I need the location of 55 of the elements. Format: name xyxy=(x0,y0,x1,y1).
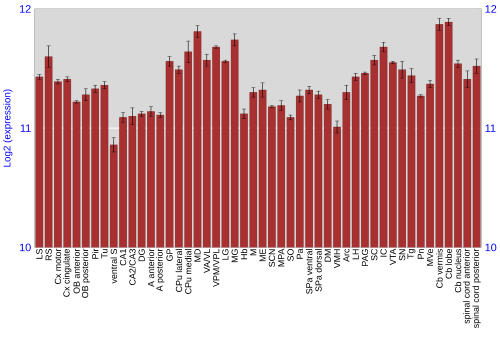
x-tick-label: MVe xyxy=(426,248,434,266)
x-tick-label: Arc xyxy=(343,248,350,262)
x-tick-label: Hb xyxy=(240,248,248,260)
y2-tick-label: 12 xyxy=(486,5,496,13)
y-tick-label: 12 xyxy=(20,5,31,13)
x-tick-label: LG xyxy=(222,249,229,260)
x-tick-label: MPA xyxy=(278,248,284,266)
x-tick-label: Tu xyxy=(101,249,108,258)
x-tick-label: Cx motor xyxy=(54,248,62,284)
x-tick-label: LS xyxy=(36,249,42,259)
x-tick-label: SPa dorsal xyxy=(315,249,322,292)
x-tick-label: OB anterior xyxy=(73,248,80,294)
x-tick-label: Pa xyxy=(296,248,303,259)
x-tick-label: CA1 xyxy=(120,249,126,266)
x-tick-label: SO xyxy=(287,249,294,261)
x-tick-label: VA/VL xyxy=(204,248,210,273)
y2-tick-label: 11 xyxy=(486,124,496,132)
x-tick-label: SC xyxy=(371,248,378,260)
x-tick-label: Pn xyxy=(418,249,424,259)
x-tick-label: ME xyxy=(260,248,266,262)
x-tick-label: DM xyxy=(324,249,331,262)
x-tick-label: OB posterior xyxy=(82,248,90,298)
x-tick-label: spinal cord posterior xyxy=(472,248,481,328)
x-tick-label: SN xyxy=(399,249,406,260)
x-tick-label: A posterior xyxy=(156,248,164,292)
x-tick-label: A anterior xyxy=(148,248,154,287)
x-tick-label: LH xyxy=(352,249,359,260)
y-tick-label: 10 xyxy=(20,244,31,252)
y-axis-title: Log2 (expression) xyxy=(3,89,12,167)
x-tick-label: Cb lobe xyxy=(445,249,452,279)
x-tick-label: RS xyxy=(45,248,52,260)
x-tick-label: CPu lateral xyxy=(176,249,182,292)
x-tick-label: VMH xyxy=(334,249,340,268)
x-tick-label: PAG xyxy=(362,249,368,266)
x-tick-label: VTA xyxy=(390,248,396,266)
x-tick-label: Tg xyxy=(408,249,416,259)
x-tick-label: IC xyxy=(380,248,387,257)
x-tick-label: M xyxy=(250,249,256,256)
x-tick-label: spinal cord anterior xyxy=(463,248,472,324)
x-tick-label: VPM/VPL xyxy=(212,248,220,287)
x-tick-label: Cb vermis xyxy=(436,248,443,288)
x-tick-label: Cb nucleus xyxy=(454,248,462,292)
x-tick-label: DG xyxy=(138,249,145,262)
y-tick-label: 11 xyxy=(20,124,31,132)
x-tick-label: SPa ventral xyxy=(306,249,312,294)
x-tick-label: SCN xyxy=(268,249,276,267)
x-tick-label: MD xyxy=(194,249,201,262)
x-tick-label: CA2/CA3 xyxy=(129,248,136,285)
x-tick-label: ventral S xyxy=(110,249,117,284)
x-tick-label: Cx cingulate xyxy=(63,249,72,297)
x-tick-label: Pir xyxy=(92,248,98,259)
x-tick-label: GP xyxy=(166,249,173,261)
x-tick-label: MG xyxy=(232,249,238,262)
y2-tick-label: 10 xyxy=(486,244,496,252)
x-tick-label: CPu medial xyxy=(184,249,192,294)
